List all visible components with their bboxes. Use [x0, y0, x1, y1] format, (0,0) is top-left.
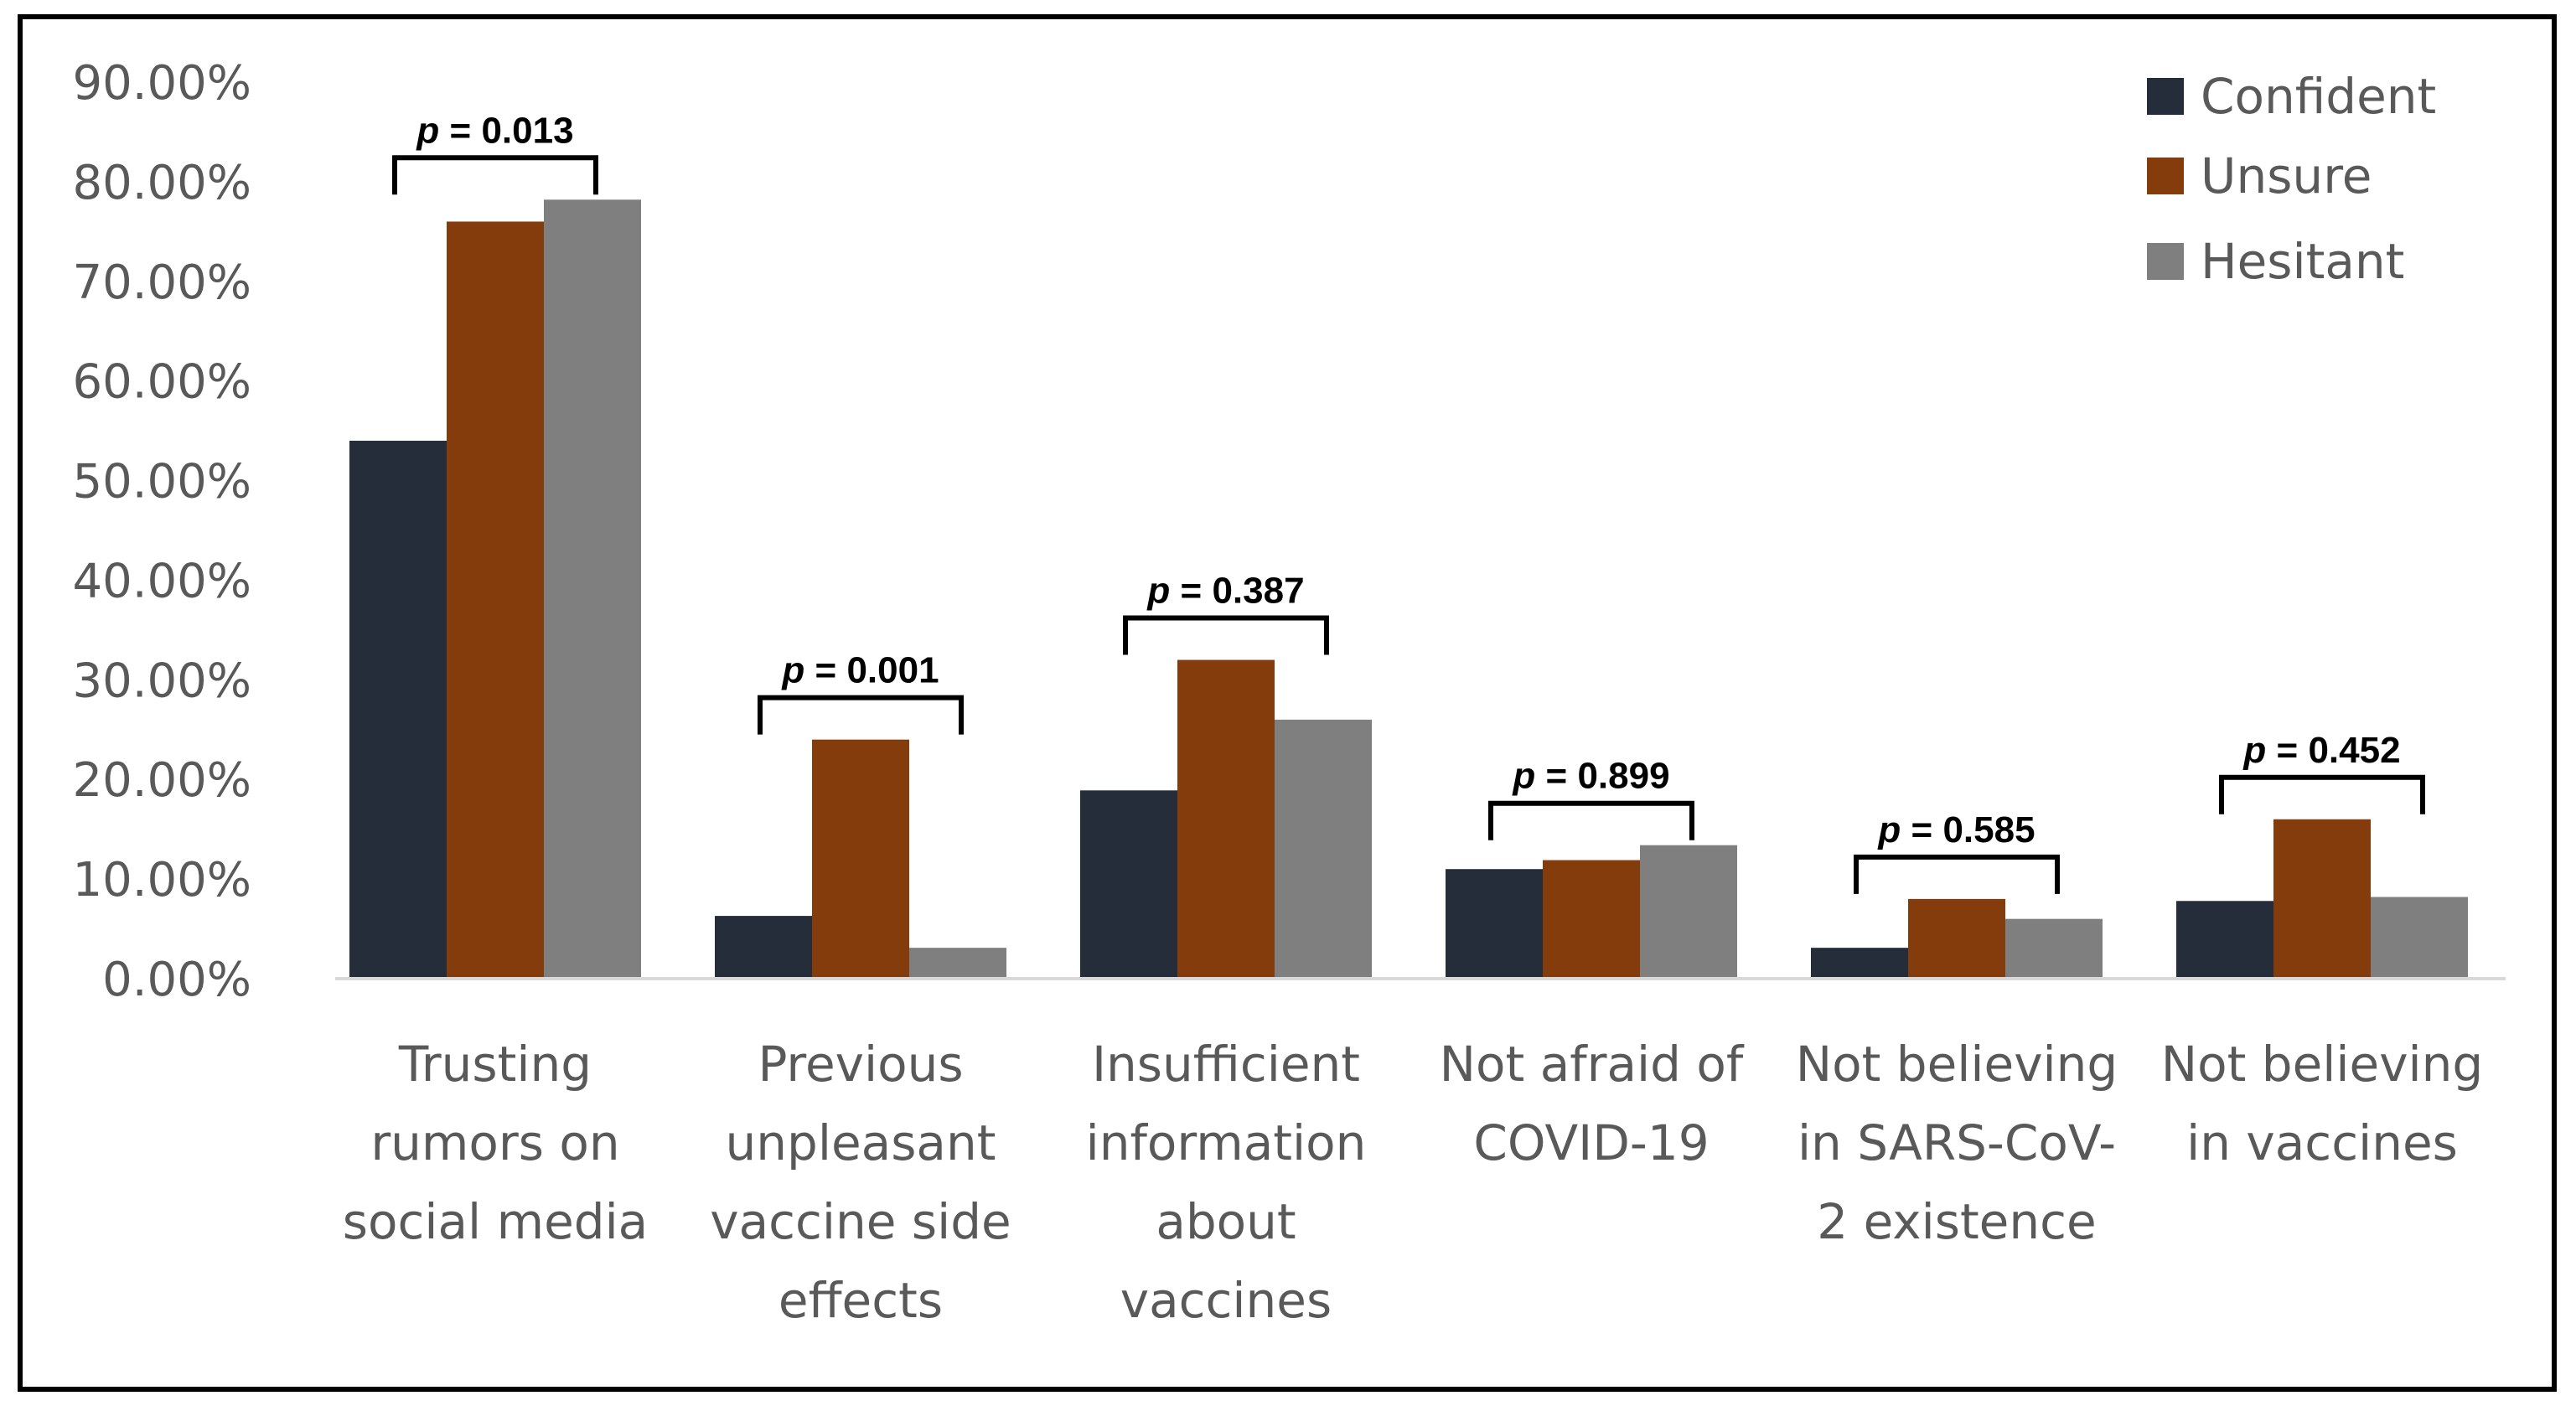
bar-confident-4	[1811, 948, 1908, 979]
category-label: Trusting rumors on social media	[343, 1036, 648, 1250]
p-symbol: p	[2242, 730, 2266, 771]
bar-confident-5	[2176, 901, 2273, 979]
p-symbol: p	[1146, 571, 1170, 612]
y-tick-label: 10.00%	[72, 853, 251, 907]
legend: Confident Unsure Hesitant	[2147, 68, 2436, 290]
legend-label-hesitant: Hesitant	[2201, 233, 2404, 290]
y-axis: 0.00% 10.00% 20.00% 30.00% 40.00% 50.00% 60.00…	[72, 56, 251, 1007]
significance-bracket	[1854, 854, 2060, 894]
bar-unsure-3	[1543, 860, 1640, 979]
category-label-line: Not afraid of	[1440, 1036, 1745, 1093]
p-value-label: p = 0.013	[416, 110, 573, 151]
p-value: = 0.585	[1901, 809, 2035, 850]
category-label-line: effects	[778, 1272, 943, 1329]
y-tick-label: 0.00%	[102, 953, 251, 1007]
category-label-line: in vaccines	[2186, 1114, 2458, 1171]
bar-hesitant-3	[1640, 845, 1737, 979]
x-axis: Trusting rumors on social media Previous unp…	[335, 977, 2506, 1329]
significance-bracket	[1123, 615, 1329, 655]
category-label-line: in SARS-CoV-	[1798, 1114, 2116, 1171]
y-tick-label: 80.00%	[72, 156, 251, 210]
bar-hesitant-5	[2371, 897, 2468, 979]
category-label-line: vaccines	[1120, 1272, 1332, 1329]
legend-label-confident: Confident	[2201, 68, 2436, 125]
bar-confident-2	[1080, 790, 1177, 979]
y-tick-label: 40.00%	[72, 554, 251, 608]
significance-bracket	[392, 155, 598, 195]
bar-hesitant-1	[909, 948, 1006, 979]
p-value: = 0.387	[1170, 571, 1304, 612]
bar-unsure-0	[447, 221, 544, 979]
p-value-label: p = 0.001	[781, 650, 939, 691]
category-label-line: COVID-19	[1473, 1114, 1709, 1171]
y-tick-label: 60.00%	[72, 355, 251, 410]
category-label-line: Not believing	[2161, 1036, 2483, 1093]
p-value: = 0.899	[1535, 756, 1669, 797]
category-label: Not believing in SARS-CoV- 2 existence	[1796, 1036, 2118, 1250]
y-tick-label: 70.00%	[72, 256, 251, 310]
y-tick-label: 90.00%	[72, 56, 251, 111]
bar-hesitant-0	[544, 199, 641, 980]
y-tick-label: 20.00%	[72, 753, 251, 808]
p-symbol: p	[416, 110, 439, 151]
y-tick-label: 30.00%	[72, 654, 251, 708]
bar-confident-1	[715, 916, 812, 979]
p-value-label: p = 0.585	[1877, 809, 2035, 850]
category-label-line: Previous	[758, 1036, 963, 1093]
category-label-line: Trusting	[398, 1036, 592, 1093]
category-label-line: Insufficient	[1092, 1036, 1360, 1093]
category-label-line: about	[1156, 1193, 1296, 1250]
p-symbol: p	[1512, 756, 1535, 797]
category-label-line: rumors on	[370, 1114, 619, 1171]
category-label: Not afraid of COVID-19	[1440, 1036, 1745, 1171]
bar-unsure-5	[2273, 819, 2371, 979]
p-value: = 0.001	[804, 650, 939, 691]
significance-bracket	[758, 695, 964, 735]
category-label-line: Not believing	[1796, 1036, 2118, 1093]
category-label: Insufficient information about vaccines	[1086, 1036, 1367, 1329]
significance-bracket	[2219, 774, 2425, 814]
category-label-line: social media	[343, 1193, 648, 1250]
category-label: Not believing in vaccines	[2161, 1036, 2483, 1171]
bar-hesitant-2	[1275, 719, 1372, 979]
bar-unsure-2	[1177, 659, 1275, 979]
legend-label-unsure: Unsure	[2201, 147, 2372, 204]
category-label: Previous unpleasant vaccine side effects	[710, 1036, 1011, 1329]
bar-confident-3	[1446, 869, 1543, 979]
p-symbol: p	[1877, 809, 1901, 850]
category-label-line: vaccine side	[710, 1193, 1011, 1250]
p-value: = 0.452	[2266, 730, 2400, 771]
p-value: = 0.013	[439, 110, 573, 151]
p-value-label: p = 0.452	[2242, 730, 2400, 771]
bar-unsure-1	[812, 739, 909, 979]
category-label-line: unpleasant	[726, 1114, 996, 1171]
legend-swatch-confident	[2147, 78, 2184, 115]
p-value-label: p = 0.387	[1146, 571, 1304, 612]
p-value-label: p = 0.899	[1512, 756, 1669, 797]
category-label-line: 2 existence	[1817, 1193, 2096, 1250]
p-symbol: p	[781, 650, 804, 691]
y-tick-label: 50.00%	[72, 455, 251, 509]
bar-unsure-4	[1908, 898, 2005, 979]
legend-swatch-hesitant	[2147, 243, 2184, 280]
bar-confident-0	[349, 441, 447, 979]
category-label-line: information	[1086, 1114, 1367, 1171]
bar-hesitant-4	[2005, 918, 2103, 979]
legend-swatch-unsure	[2147, 158, 2184, 194]
bars	[349, 199, 2468, 980]
significance-bracket	[1488, 800, 1694, 840]
